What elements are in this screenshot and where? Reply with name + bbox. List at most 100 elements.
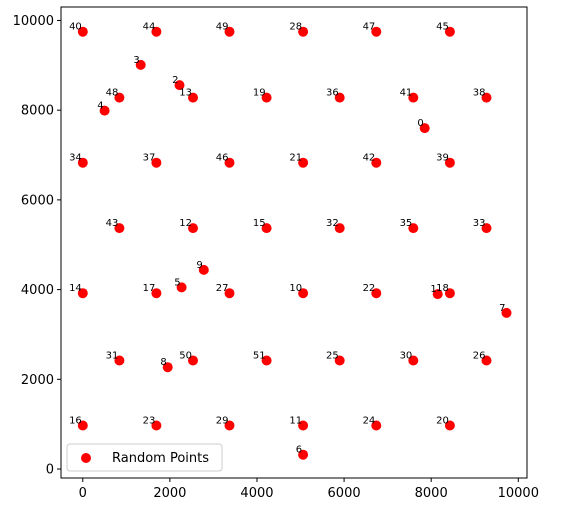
data-point-7 bbox=[501, 307, 512, 318]
y-tick-label: 0 bbox=[46, 463, 54, 478]
point-label-2: 2 bbox=[172, 75, 178, 86]
point-label-38: 38 bbox=[473, 88, 486, 99]
point-label-27: 27 bbox=[216, 283, 229, 294]
legend: Random Points bbox=[66, 443, 223, 472]
x-tick-label: 6000 bbox=[328, 486, 361, 501]
x-tick-label: 0 bbox=[79, 486, 87, 501]
data-point-22 bbox=[371, 288, 382, 299]
data-point-11 bbox=[298, 420, 309, 431]
data-point-41 bbox=[408, 92, 419, 103]
data-point-8 bbox=[162, 362, 173, 373]
axes-layer: 0 2000 4000 6000 8000 10000 0 2000 4000 6000 8000 1… bbox=[13, 14, 539, 501]
point-label-12: 12 bbox=[179, 218, 192, 229]
data-point-5 bbox=[176, 282, 187, 293]
point-label-21: 21 bbox=[289, 153, 302, 164]
data-point-47 bbox=[371, 26, 382, 37]
point-label-46: 46 bbox=[216, 153, 229, 164]
point-label-43: 43 bbox=[106, 218, 119, 229]
data-point-14 bbox=[77, 288, 88, 299]
point-label-40: 40 bbox=[69, 22, 82, 33]
data-point-32 bbox=[334, 223, 345, 234]
point-label-11: 11 bbox=[289, 416, 302, 427]
data-point-39 bbox=[444, 157, 455, 168]
data-point-28 bbox=[298, 26, 309, 37]
point-label-48: 48 bbox=[106, 88, 119, 99]
point-label-32: 32 bbox=[326, 218, 339, 229]
point-label-3: 3 bbox=[133, 55, 139, 66]
point-label-42: 42 bbox=[363, 153, 376, 164]
x-tick-label: 10000 bbox=[498, 486, 539, 501]
point-label-18: 18 bbox=[436, 283, 449, 294]
point-label-44: 44 bbox=[143, 22, 156, 33]
point-label-28: 28 bbox=[289, 22, 302, 33]
point-label-16: 16 bbox=[69, 416, 82, 427]
point-label-25: 25 bbox=[326, 351, 339, 362]
point-label-22: 22 bbox=[363, 283, 376, 294]
data-point-30 bbox=[408, 355, 419, 366]
data-point-42 bbox=[371, 157, 382, 168]
point-label-9: 9 bbox=[196, 260, 202, 271]
point-label-23: 23 bbox=[143, 416, 156, 427]
legend-marker bbox=[81, 453, 91, 463]
data-point-13 bbox=[188, 92, 198, 103]
data-point-6 bbox=[298, 449, 309, 460]
x-tick-label: 2000 bbox=[153, 486, 186, 501]
data-point-4 bbox=[99, 105, 110, 116]
point-label-34: 34 bbox=[69, 153, 82, 164]
data-point-2 bbox=[174, 80, 185, 91]
x-tick-label: 8000 bbox=[415, 486, 448, 501]
data-point-27 bbox=[224, 288, 235, 299]
point-label-19: 19 bbox=[253, 88, 266, 99]
data-point-38 bbox=[481, 92, 492, 103]
point-label-4: 4 bbox=[97, 101, 103, 112]
data-point-12 bbox=[188, 223, 198, 234]
data-point-26 bbox=[481, 355, 492, 366]
data-points-layer bbox=[77, 26, 512, 460]
point-label-20: 20 bbox=[436, 416, 449, 427]
data-point-49 bbox=[224, 26, 235, 37]
data-point-36 bbox=[334, 92, 345, 103]
data-point-37 bbox=[151, 157, 162, 168]
point-label-39: 39 bbox=[436, 153, 449, 164]
data-point-51 bbox=[261, 355, 272, 366]
point-label-1: 1 bbox=[430, 284, 436, 295]
data-point-33 bbox=[481, 223, 492, 234]
point-label-7: 7 bbox=[499, 303, 505, 314]
x-tick-label: 4000 bbox=[240, 486, 273, 501]
data-point-45 bbox=[444, 26, 455, 37]
data-point-21 bbox=[298, 157, 309, 168]
data-point-40 bbox=[77, 26, 88, 37]
point-label-17: 17 bbox=[143, 283, 156, 294]
y-tick-label: 6000 bbox=[21, 193, 54, 208]
legend-box bbox=[66, 443, 223, 472]
point-label-36: 36 bbox=[326, 88, 339, 99]
point-label-29: 29 bbox=[216, 416, 229, 427]
point-label-10: 10 bbox=[289, 283, 302, 294]
data-point-0 bbox=[419, 123, 430, 134]
point-label-0: 0 bbox=[417, 118, 423, 129]
data-point-31 bbox=[114, 355, 125, 366]
point-label-41: 41 bbox=[400, 88, 413, 99]
point-label-24: 24 bbox=[363, 416, 376, 427]
data-point-16 bbox=[77, 420, 88, 431]
data-point-9 bbox=[198, 264, 209, 275]
data-point-23 bbox=[151, 420, 162, 431]
data-point-1 bbox=[432, 289, 443, 300]
data-point-46 bbox=[224, 157, 235, 168]
y-tick-label: 4000 bbox=[21, 283, 54, 298]
point-label-5: 5 bbox=[174, 277, 180, 288]
point-label-33: 33 bbox=[473, 218, 486, 229]
point-label-26: 26 bbox=[473, 351, 486, 362]
data-point-29 bbox=[224, 420, 235, 431]
point-label-51: 51 bbox=[253, 351, 266, 362]
point-label-15: 15 bbox=[253, 218, 266, 229]
data-point-20 bbox=[444, 420, 455, 431]
data-point-19 bbox=[261, 92, 272, 103]
data-point-44 bbox=[151, 26, 162, 37]
y-tick-label: 2000 bbox=[21, 373, 54, 388]
data-point-35 bbox=[408, 223, 419, 234]
legend-label: Random Points bbox=[112, 451, 209, 466]
